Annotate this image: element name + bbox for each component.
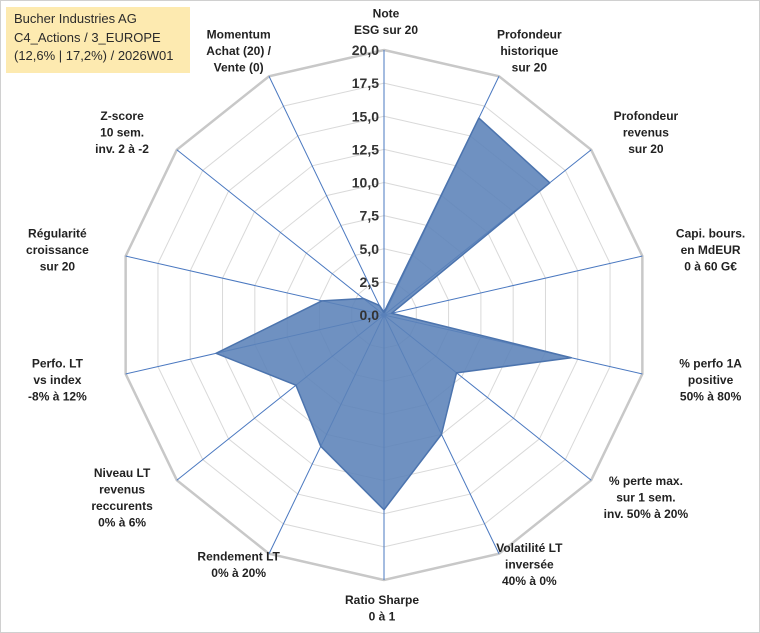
axis-label-line: 0 à 60 G€ xyxy=(684,259,737,273)
tick-label: 10,0 xyxy=(352,175,379,191)
spoke-line xyxy=(268,76,385,316)
chart-title-box: Bucher Industries AG C4_Actions / 3_EURO… xyxy=(6,7,190,73)
axis-label-line: Régularité xyxy=(28,226,87,240)
axis-label-line: -8% à 12% xyxy=(28,390,87,404)
axis-label-line: sur 20 xyxy=(40,259,76,273)
spoke-line xyxy=(383,255,643,316)
title-line-scores: (12,6% | 17,2%) / 2026W01 xyxy=(14,48,174,63)
axis-label-line: Niveau LT xyxy=(94,466,151,480)
axis-label-line: % perfo 1A xyxy=(679,357,742,371)
axis-label: Note ESG sur 20 xyxy=(354,7,418,38)
axis-label-line: ESG sur 20 xyxy=(354,23,418,37)
tick-label: 20,0 xyxy=(352,42,379,58)
axis-label-line: reccurents xyxy=(91,499,153,513)
title-line-category: C4_Actions / 3_EUROPE xyxy=(14,29,161,45)
axis-label-line: sur 1 sem. xyxy=(616,491,675,505)
tick-label: 15,0 xyxy=(352,108,379,124)
axis-label: % perfo 1A positive 50% à 80% xyxy=(679,357,742,404)
axis-label-line: Ratio Sharpe xyxy=(345,593,419,607)
axis-label-line: Profondeur xyxy=(614,109,679,123)
axis-label-line: Note xyxy=(373,7,400,21)
axis-label-line: revenus xyxy=(99,482,145,496)
series-area xyxy=(215,117,573,511)
axis-label-line: croissance xyxy=(26,243,89,257)
axis-label-line: inv. 2 à -2 xyxy=(95,142,149,156)
axis-label: Niveau LT revenus reccurents 0% à 6% xyxy=(91,466,153,529)
axis-label: Perfo. LT vs index -8% à 12% xyxy=(28,357,87,404)
axis-label-line: Perfo. LT xyxy=(32,357,84,371)
axis-label: Profondeur historique sur 20 xyxy=(497,28,562,75)
axis-label-line: positive xyxy=(688,373,734,387)
axis-label-line: 40% à 0% xyxy=(502,574,557,588)
axis-label: Volatilité LT inversée 40% à 0% xyxy=(496,541,563,588)
axis-label-line: 0 à 1 xyxy=(369,610,396,624)
axis-label-line: sur 20 xyxy=(512,61,548,75)
axis-label: Régularité croissance sur 20 xyxy=(26,226,89,273)
axis-label: Ratio Sharpe 0 à 1 xyxy=(345,593,419,624)
axis-label-line: 50% à 80% xyxy=(680,390,742,404)
title-line-company: Bucher Industries AG xyxy=(14,11,137,26)
axis-label-line: 0% à 20% xyxy=(211,566,266,580)
tick-label: 5,0 xyxy=(360,241,380,257)
axis-label: Capi. bours. en MdEUR 0 à 60 G€ xyxy=(676,226,745,273)
axis-label-line: Volatilité LT xyxy=(496,541,563,555)
axis-label: Rendement LT 0% à 20% xyxy=(197,549,280,580)
axis-label-line: Capi. bours. xyxy=(676,226,745,240)
axis-label-line: inv. 50% à 20% xyxy=(604,507,689,521)
tick-label: 12,5 xyxy=(352,141,379,157)
axis-label-line: Profondeur xyxy=(497,28,562,42)
axis-label: Z-score 10 sem. inv. 2 à -2 xyxy=(95,109,149,156)
axis-label-line: en MdEUR xyxy=(681,243,741,257)
axis-label-line: revenus xyxy=(623,125,669,139)
tick-label: 17,5 xyxy=(352,75,379,91)
axis-label: Profondeur revenus sur 20 xyxy=(614,109,679,156)
axis-label: % perte max. sur 1 sem. inv. 50% à 20% xyxy=(604,474,689,521)
axis-label-line: inversée xyxy=(505,558,554,572)
axis-label-line: historique xyxy=(500,44,558,58)
radar-series xyxy=(215,117,573,511)
radar-axis-labels: Note ESG sur 20 Profondeur historique sur 20… xyxy=(26,7,745,624)
axis-label-line: 0% à 6% xyxy=(98,515,146,529)
axis-label-line: 10 sem. xyxy=(100,125,144,139)
axis-label-line: vs index xyxy=(33,373,81,387)
axis-label-line: Z-score xyxy=(100,109,144,123)
axis-label-line: sur 20 xyxy=(628,142,664,156)
spoke-line xyxy=(176,149,385,316)
axis-label-line: Rendement LT xyxy=(197,549,280,563)
tick-label: 7,5 xyxy=(360,208,380,224)
axis-label-line: % perte max. xyxy=(609,474,683,488)
axis-label-line: Vente (0) xyxy=(214,61,264,75)
axis-label-line: Momentum xyxy=(207,28,271,42)
axis-label-line: Achat (20) / xyxy=(206,44,271,58)
radar-tick-labels: 0,0 2,5 5,0 7,5 10,0 12,5 15,0 17,5 20,0 xyxy=(352,42,379,323)
axis-label: Momentum Achat (20) / Vente (0) xyxy=(206,28,271,75)
tick-label: 0,0 xyxy=(360,307,380,323)
tick-label: 2,5 xyxy=(360,274,380,290)
